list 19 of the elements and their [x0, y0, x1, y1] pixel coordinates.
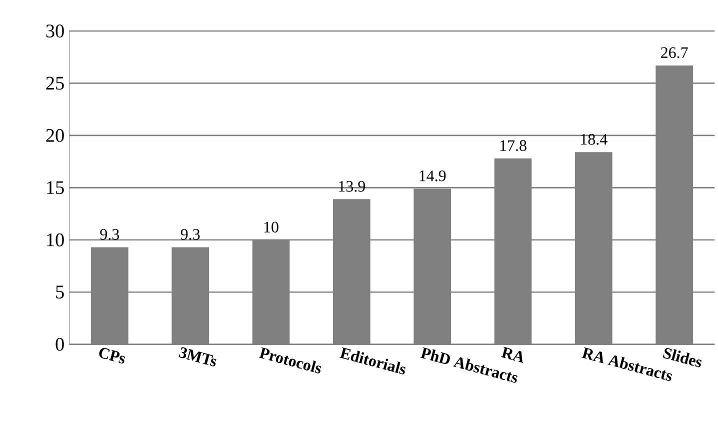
data-label: 9.3 [180, 228, 200, 240]
y-tick-label: 30 [46, 24, 64, 38]
data-label: 18.4 [581, 134, 608, 145]
data-label: 10 [264, 222, 278, 232]
y-tick-label: 0 [56, 338, 64, 351]
data-label: 13.9 [339, 180, 366, 192]
y-tick-label: 15 [47, 181, 64, 194]
data-label: 9.3 [100, 228, 120, 240]
y-tick-label: 20 [46, 128, 64, 142]
x-tick-label: Editorials [340, 347, 406, 374]
x-tick-label: Protocols [258, 347, 322, 374]
data-label: 14.9 [420, 170, 446, 182]
data-label: 26.7 [661, 47, 688, 58]
x-tick-label: CPs [99, 348, 126, 364]
y-tick-label: 5 [56, 286, 64, 298]
y-tick-label: 25 [46, 76, 64, 90]
y-tick-label: 10 [47, 233, 64, 246]
x-tick-label: 3MTs [178, 347, 216, 366]
data-label: 17.8 [500, 140, 526, 152]
